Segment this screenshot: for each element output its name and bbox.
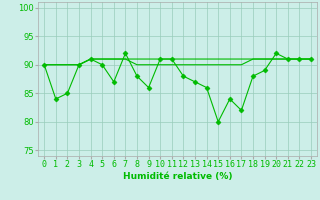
X-axis label: Humidité relative (%): Humidité relative (%) bbox=[123, 172, 232, 181]
